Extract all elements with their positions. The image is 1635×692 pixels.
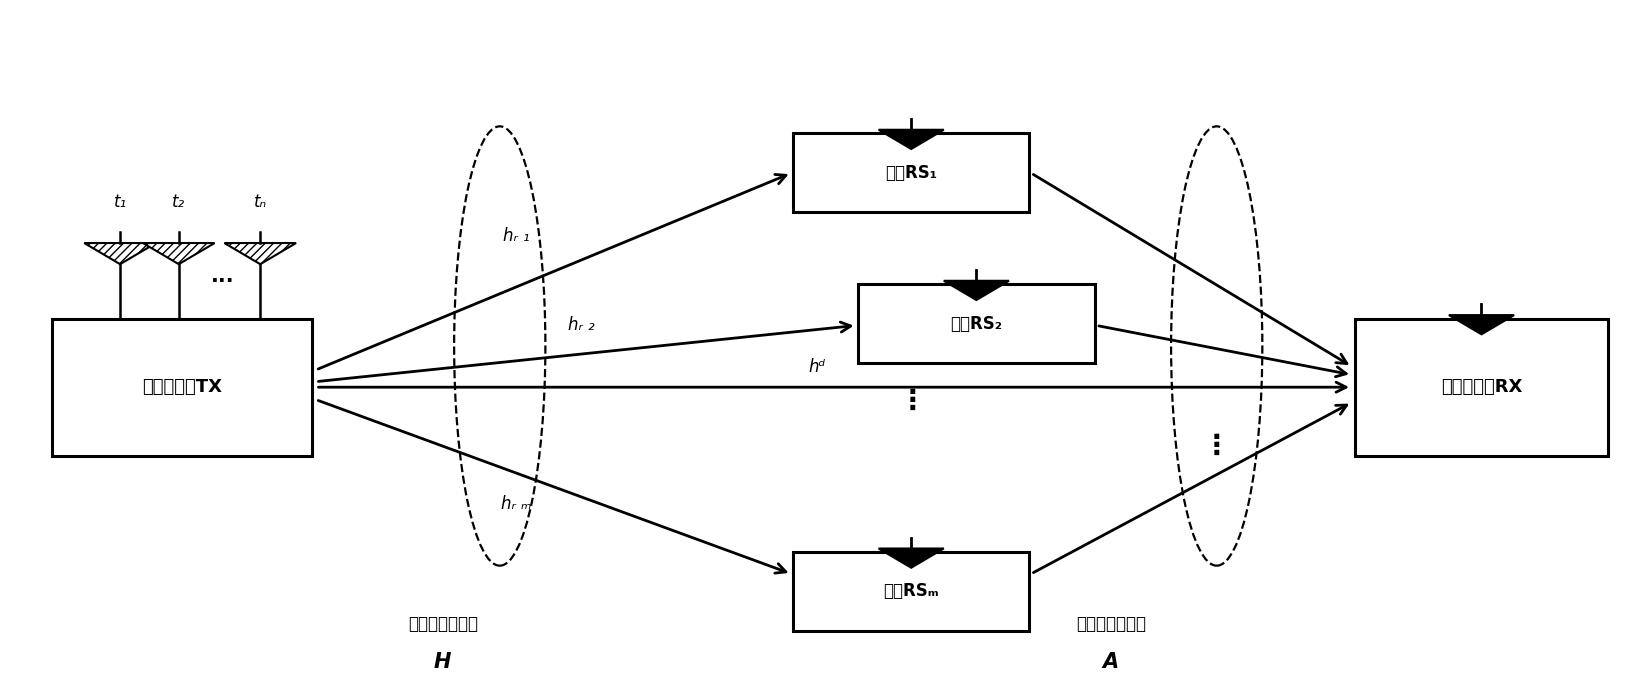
FancyBboxPatch shape [793,552,1030,631]
Polygon shape [224,243,296,264]
Polygon shape [1449,315,1514,334]
Text: t₁: t₁ [113,193,126,211]
FancyBboxPatch shape [52,318,312,456]
Text: ⋮: ⋮ [898,387,925,415]
FancyBboxPatch shape [793,133,1030,212]
Text: hᵈ: hᵈ [809,358,826,376]
Text: 中继RS₁: 中继RS₁ [885,164,937,182]
Text: 信号发送端TX: 信号发送端TX [142,379,222,397]
FancyBboxPatch shape [1355,318,1607,456]
Text: 第二跳信道矩阵: 第二跳信道矩阵 [1076,615,1146,633]
Polygon shape [878,549,943,567]
Polygon shape [85,243,155,264]
Text: A: A [1102,652,1118,672]
Text: hᵣ ₘ: hᵣ ₘ [500,495,531,513]
Text: 信号接收端RX: 信号接收端RX [1440,379,1522,397]
Polygon shape [878,130,943,149]
Text: tₙ: tₙ [253,193,267,211]
Text: ···: ··· [211,271,234,291]
FancyBboxPatch shape [858,284,1094,363]
Polygon shape [142,243,214,264]
Text: t₂: t₂ [172,193,185,211]
Polygon shape [943,281,1009,300]
Text: hᵣ ₁: hᵣ ₁ [502,227,530,245]
Text: H: H [433,652,451,672]
Text: 第一跳信道矩阵: 第一跳信道矩阵 [407,615,477,633]
Text: 中继RSₘ: 中继RSₘ [883,583,938,601]
Text: 中继RS₂: 中继RS₂ [950,315,1002,333]
Text: ⋮: ⋮ [1203,432,1231,459]
Text: hᵣ ₂: hᵣ ₂ [567,316,595,334]
